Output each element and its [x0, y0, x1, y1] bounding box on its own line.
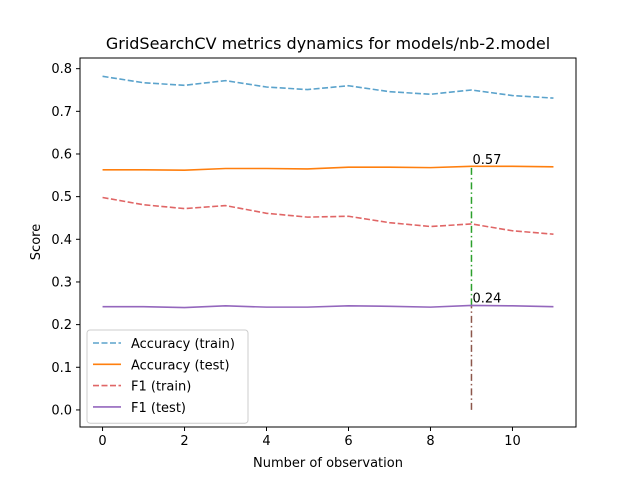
y-tick-label-7: 0.7 [51, 105, 72, 120]
y-axis-label: Score [29, 224, 44, 260]
y-tick-label-2: 0.2 [51, 318, 72, 333]
legend-box [86, 329, 249, 424]
x-tick-label-3: 6 [344, 434, 352, 449]
y-tick-label-3: 0.3 [51, 275, 72, 290]
legend-label-2: F1 (train) [131, 380, 191, 395]
x-tick-label-5: 10 [504, 434, 521, 449]
legend-label-0: Accuracy (train) [131, 337, 235, 352]
legend-label-3: F1 (test) [131, 401, 186, 416]
x-tick-label-0: 0 [98, 434, 106, 449]
x-tick-label-1: 2 [180, 434, 188, 449]
series-line-2 [102, 196, 554, 235]
x-tick-label-2: 4 [262, 434, 270, 449]
axes-frame [79, 57, 577, 428]
annotation-1: 0.24 [472, 291, 501, 306]
plot-area: 0 2 4 6 8 10 0.0 0.1 0.2 0.3 0.4 0.5 0.6 0.7 0.8 0.57 0.… [51, 57, 577, 449]
y-tick-label-5: 0.5 [51, 190, 72, 205]
x-axis-label: Number of observation [253, 456, 403, 471]
y-tick-label-1: 0.1 [51, 361, 72, 376]
legend-label-1: Accuracy (test) [131, 358, 230, 373]
x-tick-label-4: 8 [426, 434, 434, 449]
chart-title: GridSearchCV metrics dynamics for models… [106, 34, 550, 53]
series-line-3 [102, 304, 554, 309]
series-line-1 [102, 165, 554, 171]
series-line-0 [102, 75, 554, 99]
annotation-0: 0.57 [472, 153, 501, 168]
y-tick-label-8: 0.8 [51, 62, 72, 77]
legend: Accuracy (train) Accuracy (test) F1 (train… [86, 329, 249, 424]
y-tick-label-6: 0.6 [51, 147, 72, 162]
y-tick-label-0: 0.0 [51, 403, 72, 418]
y-tick-label-4: 0.4 [51, 233, 72, 248]
